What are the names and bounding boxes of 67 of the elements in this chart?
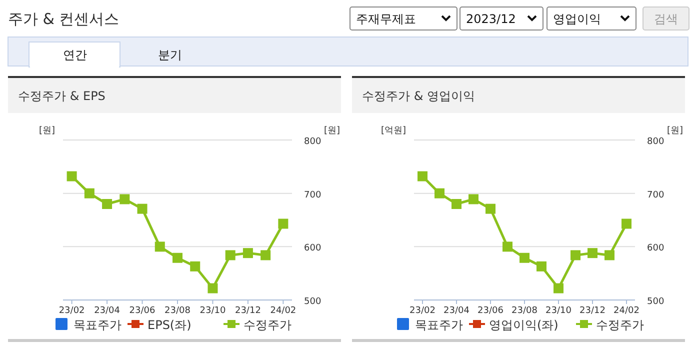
x-tick-label: 23/08 bbox=[512, 306, 538, 316]
text: 주가 & 컨센서스 bbox=[8, 10, 120, 28]
point bbox=[486, 204, 496, 214]
y-axis-title: [원] bbox=[38, 126, 55, 136]
chart-title: 수정주가 & EPS bbox=[18, 89, 106, 103]
x-tick-label: 24/02 bbox=[270, 306, 296, 316]
point bbox=[622, 218, 632, 229]
legend-label: 수정주가 bbox=[596, 318, 644, 332]
point bbox=[278, 218, 288, 229]
x-tick-label: 23/12 bbox=[580, 306, 606, 316]
text: 검색 bbox=[654, 12, 678, 26]
point bbox=[570, 250, 580, 260]
point bbox=[102, 199, 112, 209]
point bbox=[84, 188, 94, 198]
point bbox=[418, 171, 428, 182]
x-tick-label: 23/04 bbox=[94, 306, 120, 316]
x-tick-label: 23/10 bbox=[200, 306, 226, 316]
text: 분기 bbox=[158, 48, 182, 62]
point bbox=[66, 171, 77, 182]
text: 주재무제표 bbox=[356, 12, 416, 26]
x-tick-label: 23/06 bbox=[129, 306, 156, 316]
x-tick-label: 23/02 bbox=[410, 306, 436, 316]
point bbox=[588, 248, 598, 258]
point bbox=[536, 261, 546, 272]
text: 연간 bbox=[63, 48, 87, 62]
y2-tick-label: 800 bbox=[304, 137, 322, 147]
y2-tick-label: 500 bbox=[647, 297, 664, 307]
x-tick-label: 23/12 bbox=[234, 306, 261, 316]
x-tick-label: 23/02 bbox=[58, 306, 85, 316]
point bbox=[120, 194, 130, 204]
legend-label: 목표주가 bbox=[415, 318, 463, 332]
legend-label: 목표주가 bbox=[74, 318, 122, 332]
y2-tick-label: 700 bbox=[304, 190, 322, 200]
x-tick-label: 23/10 bbox=[546, 306, 572, 316]
point bbox=[520, 252, 530, 263]
x-tick-label: 23/08 bbox=[164, 306, 191, 316]
point bbox=[452, 199, 462, 209]
point bbox=[208, 283, 218, 294]
y-axis-title: [억원] bbox=[380, 126, 406, 136]
point bbox=[225, 250, 236, 260]
point bbox=[604, 250, 614, 260]
y2-tick-label: 800 bbox=[647, 137, 664, 147]
point bbox=[468, 194, 478, 204]
text: 2023/12 bbox=[466, 12, 516, 26]
legend-label: 수정주가 bbox=[244, 318, 292, 332]
text: 영업이익 bbox=[553, 12, 601, 26]
point bbox=[172, 252, 182, 263]
point bbox=[260, 250, 271, 260]
legend-label: 영업이익(좌) bbox=[489, 318, 558, 332]
point bbox=[154, 242, 165, 252]
y2-tick-label: 500 bbox=[304, 297, 322, 307]
x-tick-label: 23/06 bbox=[478, 306, 504, 316]
point bbox=[190, 261, 200, 272]
point bbox=[137, 204, 148, 214]
point bbox=[554, 283, 564, 294]
legend-label: EPS(좌) bbox=[148, 318, 192, 332]
point bbox=[502, 242, 512, 252]
x-tick-label: 24/02 bbox=[614, 306, 640, 316]
y2-tick-label: 700 bbox=[647, 190, 664, 200]
point bbox=[242, 248, 253, 258]
y2-axis-title: [원] bbox=[324, 126, 340, 136]
x-tick-label: 23/04 bbox=[444, 306, 470, 316]
chart-title: 수정주가 & 영업이익 bbox=[362, 89, 475, 103]
y2-axis-title: [원] bbox=[666, 126, 683, 136]
y2-tick-label: 600 bbox=[304, 244, 322, 254]
y2-tick-label: 600 bbox=[647, 244, 664, 254]
point bbox=[434, 188, 444, 198]
